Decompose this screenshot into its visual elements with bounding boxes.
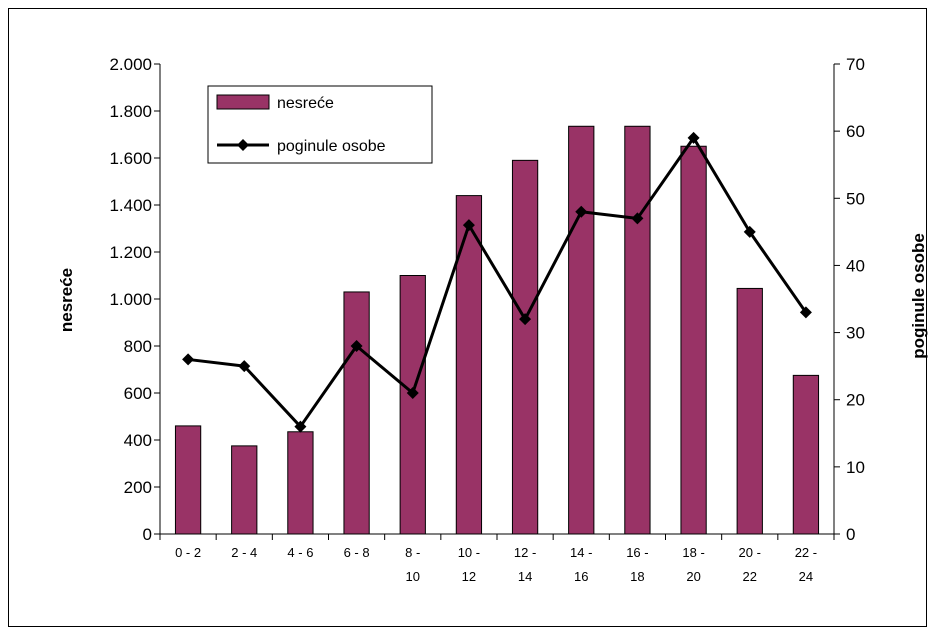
axes-group: 02004006008001.0001.2001.4001.6001.8002.… [109,55,864,584]
y-tick-label-8: 1.600 [109,149,152,168]
y-tick-label-0: 0 [143,525,152,544]
line-marker-6 [519,313,532,326]
x-tick-label-4: 8 -10 [405,545,420,584]
line-marker-2 [294,420,307,433]
y-tick-label-9: 1.800 [109,102,152,121]
bar-4 [399,275,426,535]
y-axis-title: nesreće [57,268,76,332]
bars-group [174,125,820,535]
line-series-group [182,131,812,433]
y-tick-label-2: 400 [124,431,152,450]
line-marker-4 [406,387,419,399]
y-tick-label-1: 200 [124,478,152,497]
bar-8 [624,125,651,535]
bar-6 [511,159,539,535]
legend-label-line: poginule osobe [277,138,386,155]
bar-5 [455,195,483,535]
line-marker-3 [350,340,363,352]
bar-3 [343,291,370,535]
bar-2 [287,431,314,535]
x-tick-label-7: 14 -16 [570,545,592,584]
line-marker-0 [182,353,195,366]
x-tick-label-6: 12 -14 [514,545,536,584]
x-tick-label-1: 2 - 4 [231,545,257,560]
bar-0 [174,425,202,535]
line-marker-9 [687,131,700,144]
y-tick-label-3: 600 [124,384,152,403]
y2-tick-label-5: 50 [846,189,865,208]
y-tick-label-5: 1.000 [109,290,152,309]
legend-swatch-marker [237,139,249,151]
y2-tick-label-2: 20 [846,391,865,410]
y-tick-label-6: 1.200 [109,243,152,262]
line-series-path [187,136,808,429]
bar-11 [792,374,820,535]
x-tick-label-9: 18 -20 [682,545,704,584]
x-tick-label-2: 4 - 6 [287,545,313,560]
bar-10 [736,287,763,535]
y2-tick-label-6: 60 [846,122,865,141]
bar-7 [568,125,595,535]
line-marker-7 [575,205,588,218]
legend-swatch-bar [216,94,270,110]
y-tick-label-4: 800 [124,337,152,356]
x-tick-label-10: 20 -22 [739,545,761,584]
x-tick-label-0: 0 - 2 [175,545,201,560]
x-tick-label-5: 10 -12 [458,545,480,584]
line-marker-10 [743,225,756,238]
legend-label-bar: nesreće [277,95,334,112]
line-marker-5 [462,219,475,232]
line-marker-11 [799,306,812,319]
y-tick-label-10: 2.000 [109,55,152,74]
y2-tick-label-3: 30 [846,324,865,343]
line-marker-1 [238,360,251,373]
y2-tick-label-1: 10 [846,458,865,477]
y2-tick-label-7: 70 [846,55,865,74]
legend: nesreće poginule osobe [207,85,433,164]
x-tick-label-8: 16 -18 [626,545,648,584]
x-tick-label-3: 6 - 8 [344,545,370,560]
y-tick-label-7: 1.400 [109,196,152,215]
y2-axis-title: poginule osobe [909,233,928,359]
y2-tick-label-0: 0 [846,525,855,544]
bar-9 [680,145,707,535]
line-marker-8 [631,212,644,225]
x-tick-label-11: 22 -24 [795,545,817,584]
bar-1 [231,445,258,535]
y2-tick-label-4: 40 [846,256,865,275]
